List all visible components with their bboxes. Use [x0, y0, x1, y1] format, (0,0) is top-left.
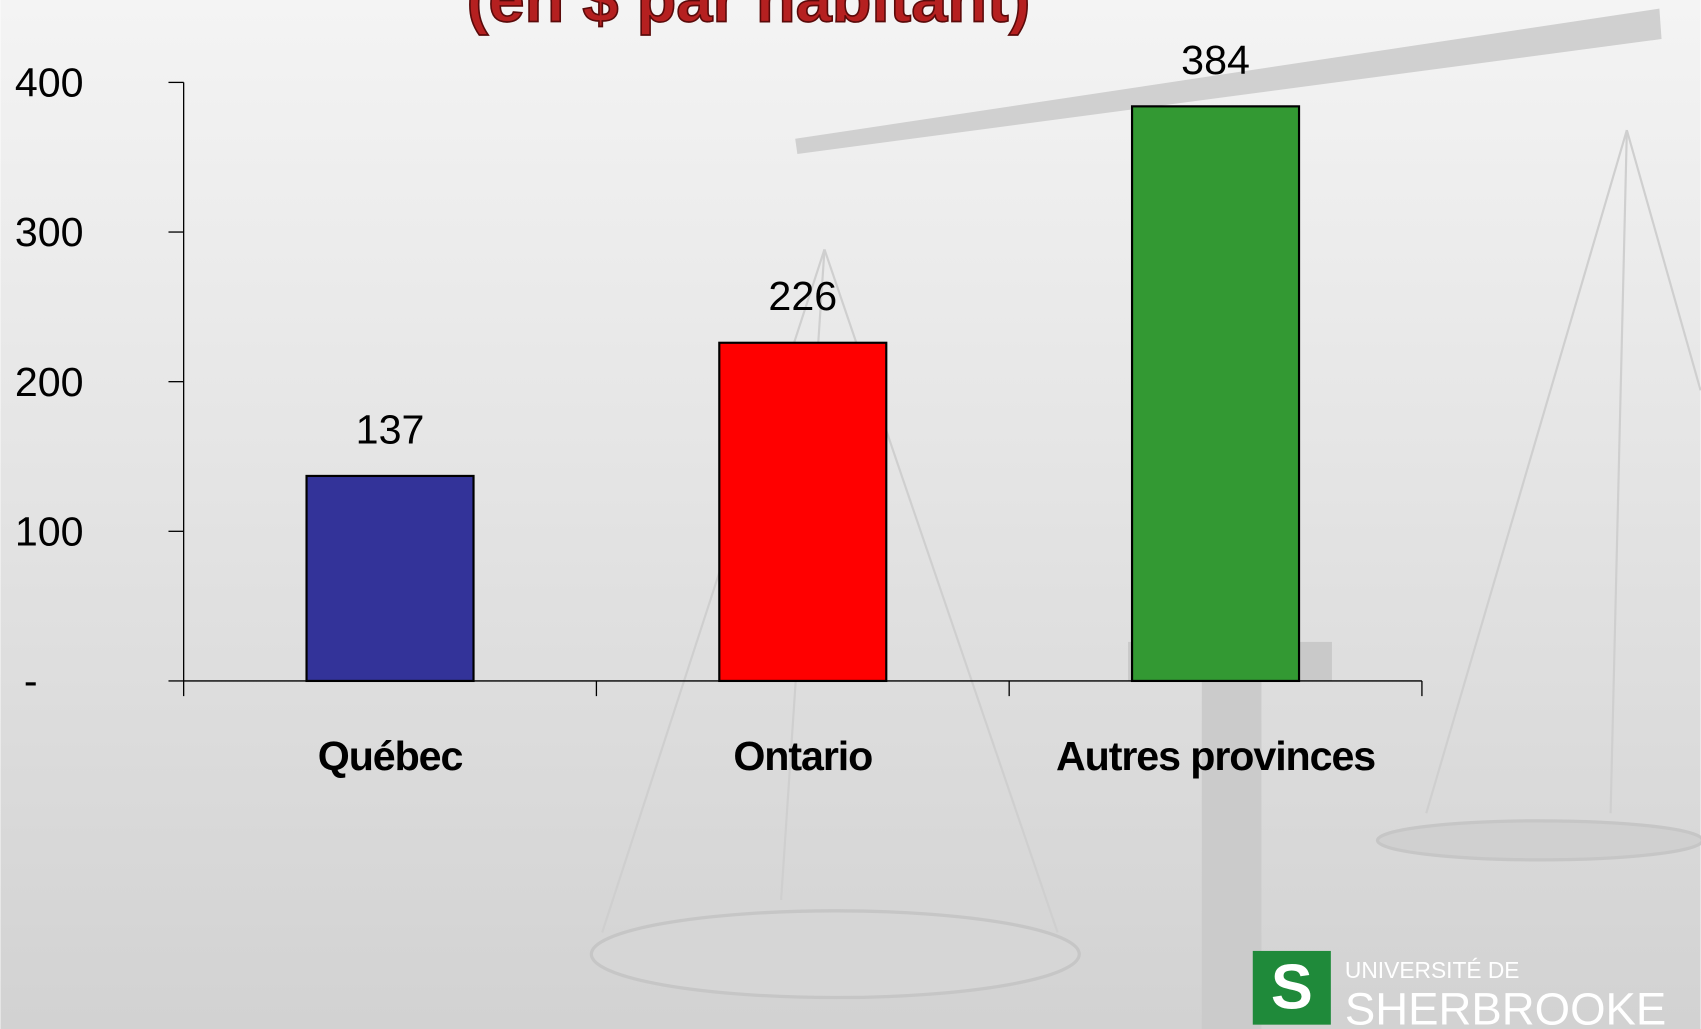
bar — [307, 476, 474, 681]
y-tick-label: 400 — [15, 60, 84, 106]
bar — [1132, 106, 1299, 681]
logo-line1: UNIVERSITÉ DE — [1345, 957, 1520, 983]
y-tick-label: 100 — [15, 508, 84, 554]
y-tick-label: 200 — [15, 359, 84, 405]
y-tick-label: - — [24, 658, 38, 704]
value-label: 384 — [1181, 37, 1250, 83]
x-tick-label: Autres provinces — [1056, 733, 1375, 779]
value-label: 137 — [356, 406, 425, 452]
bar — [719, 343, 886, 681]
chart-title: (en $ par habitant) — [467, 0, 1031, 36]
x-tick-label: Ontario — [733, 733, 872, 779]
page: {"chart_data": {"type": "bar", "title": … — [0, 0, 1701, 1029]
logo-line2: SHERBROOKE — [1345, 984, 1666, 1029]
value-label: 226 — [768, 273, 837, 319]
logo-letter: S — [1271, 952, 1313, 1022]
slide: (en $ par habitant) S UNIVERSITÉ DE SHER… — [0, 0, 1701, 1029]
x-tick-label: Québec — [318, 733, 463, 779]
y-tick-label: 300 — [15, 209, 84, 255]
